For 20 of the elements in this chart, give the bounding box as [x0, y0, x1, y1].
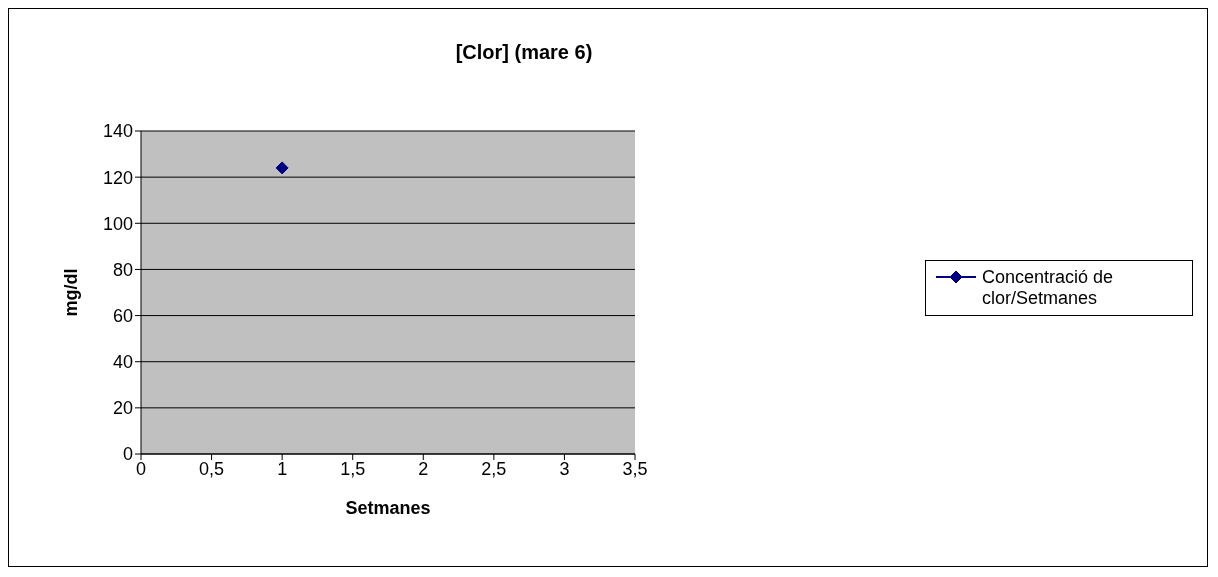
y-tick-label: 100: [102, 213, 133, 234]
chart-title: [Clor] (mare 6): [454, 41, 594, 64]
y-tick-label: 120: [102, 167, 133, 188]
y-axis-title: mg/dl: [61, 268, 82, 317]
legend-label: Concentració de clor/Setmanes: [982, 266, 1115, 309]
y-tick-label: 80: [112, 259, 133, 280]
x-tick-label: 1: [277, 458, 288, 479]
y-tick-label: 20: [112, 398, 133, 419]
x-tick-label: 1,5: [340, 458, 366, 479]
x-tick-label: 0,5: [199, 458, 225, 479]
x-axis-title: Setmanes: [345, 498, 431, 518]
y-tick-label: 140: [102, 121, 133, 142]
x-tick-label: 0: [135, 458, 147, 479]
x-tick-label: 2,5: [481, 458, 507, 479]
x-tick-label: 2: [418, 458, 429, 479]
x-tick-label: 3,5: [622, 458, 648, 479]
x-tick-label: 3: [559, 458, 570, 479]
y-tick-label: 40: [112, 352, 133, 373]
y-tick-label: 0: [122, 444, 133, 465]
y-tick-label: 60: [112, 305, 133, 326]
